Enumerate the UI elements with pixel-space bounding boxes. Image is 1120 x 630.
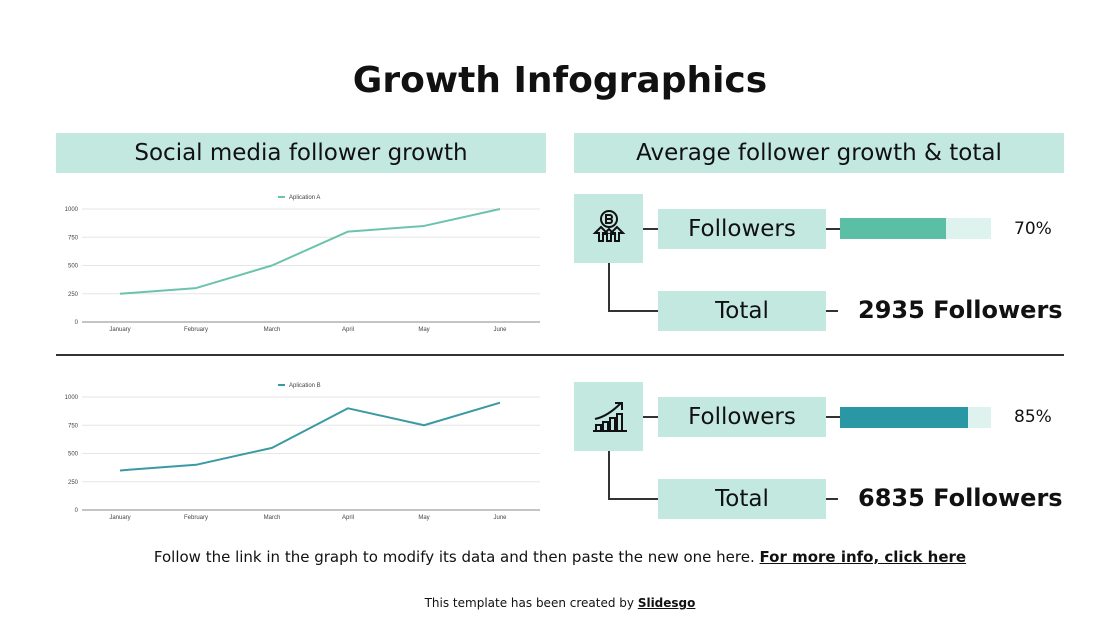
y-tick-label: 250 [68,480,79,486]
connector [643,416,658,418]
progress-fill [840,218,946,239]
more-info-link[interactable]: For more info, click here [759,548,967,566]
y-tick-label: 500 [68,452,79,458]
connector [826,416,840,418]
followers-percent-2: 85% [1014,407,1052,427]
legend-label: Aplication A [289,195,320,201]
connector [643,228,658,230]
page-title: Growth Infographics [352,60,768,101]
followers-label-1: Followers [658,209,826,249]
x-tick-label: March [264,515,281,521]
x-tick-label: April [342,327,354,333]
connector [826,498,838,500]
x-tick-label: May [418,515,429,521]
x-tick-label: January [109,327,130,333]
series-line [119,401,501,472]
y-tick-label: 1000 [65,395,79,401]
coin-growth-icon-box [574,194,643,263]
footer-note: Follow the link in the graph to modify i… [0,548,1120,566]
connector [826,228,840,230]
y-tick-label: 750 [68,423,79,429]
y-tick-label: 250 [68,292,79,298]
left-section-header: Social media follower growth [56,133,546,173]
growth-chart-icon [592,401,627,432]
y-tick-label: 0 [75,320,79,326]
connector [608,451,610,500]
followers-percent-1: 70% [1014,219,1052,239]
credit-text: This template has been created by [424,596,634,610]
connector [608,498,658,500]
footer-text: Follow the link in the graph to modify i… [153,548,755,566]
coin-growth-icon [592,209,625,242]
connector [608,310,658,312]
legend-label: Aplication B [289,383,321,389]
total-value-1: 2935 Followers [858,296,1063,324]
x-tick-label: January [109,515,130,521]
x-tick-label: February [184,515,208,521]
followers-label-2: Followers [658,397,826,437]
y-tick-label: 750 [68,235,79,241]
growth-chart-icon-box [574,382,643,451]
total-label-2: Total [658,479,826,519]
x-tick-label: May [418,327,429,333]
y-tick-label: 500 [68,264,79,270]
x-tick-label: June [493,515,507,521]
line-chart-a: 0 250 500 750 1000 January February March April M… [65,195,540,333]
progress-fill [840,407,969,428]
followers-progress-bar-1 [840,218,991,239]
connector [826,310,838,312]
y-tick-label: 1000 [65,207,79,213]
credit: This template has been created by Slides… [0,596,1120,610]
x-tick-label: June [493,327,507,333]
divider [56,354,1064,356]
x-tick-label: March [264,327,281,333]
series-line [119,208,501,295]
x-tick-label: February [184,327,208,333]
total-label-1: Total [658,291,826,331]
right-section-header: Average follower growth & total [574,133,1064,173]
x-tick-label: April [342,515,354,521]
slidesgo-link[interactable]: Slidesgo [637,596,696,610]
connector [608,263,610,312]
total-value-2: 6835 Followers [858,484,1063,512]
followers-progress-bar-2 [840,407,991,428]
y-tick-label: 0 [75,508,79,514]
line-chart-b: 0 250 500 750 1000 January February March April M… [65,383,540,521]
